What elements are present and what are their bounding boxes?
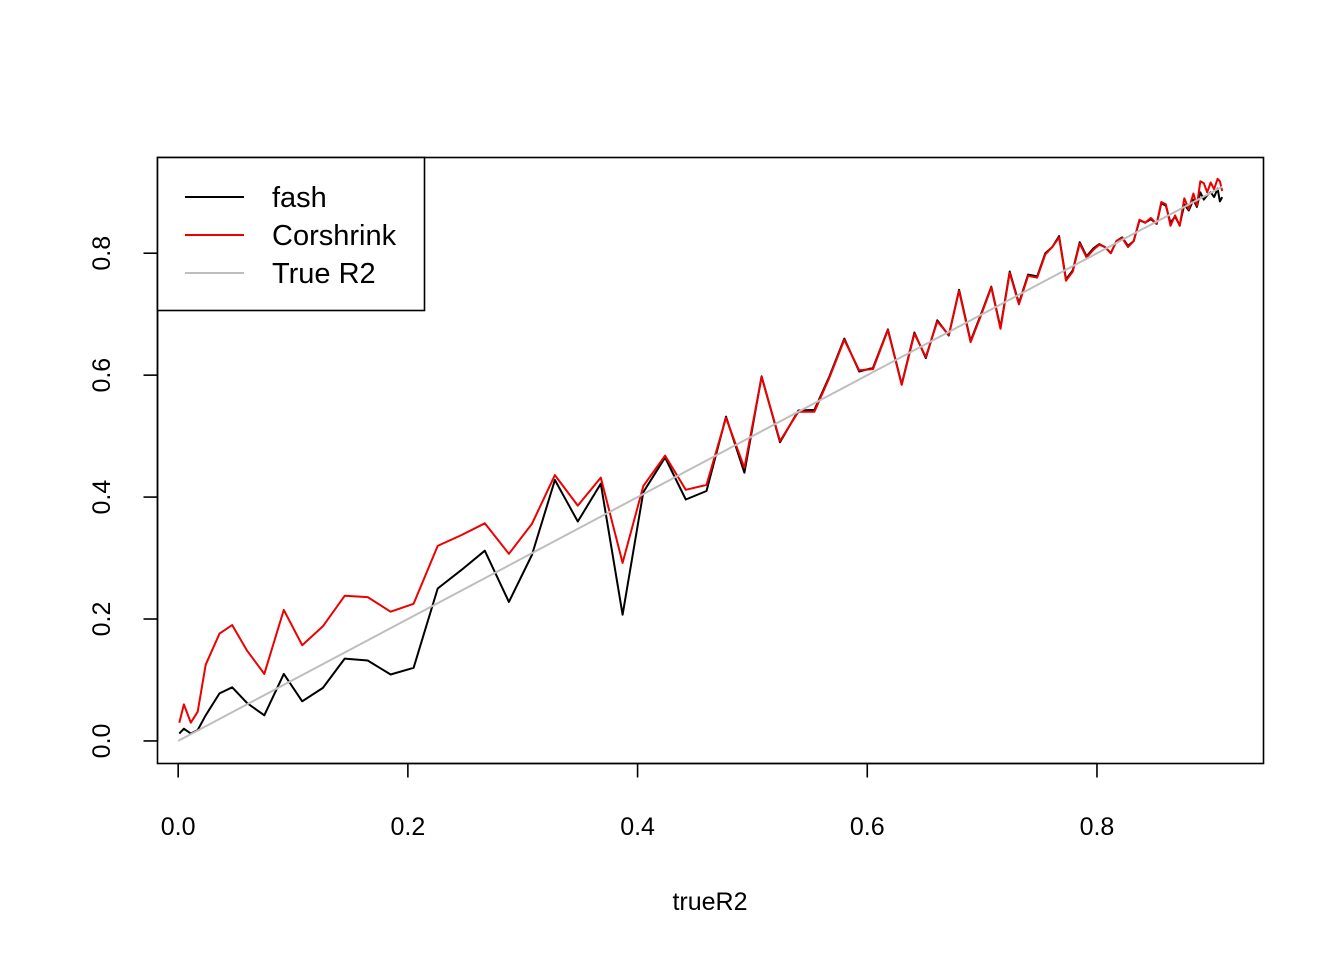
- x-tick-label: 0.2: [390, 813, 425, 841]
- legend-label: True R2: [272, 258, 376, 290]
- y-tick-label: 0.6: [88, 358, 116, 393]
- x-tick-label: 0.6: [850, 813, 885, 841]
- y-tick-label: 0.4: [88, 480, 116, 515]
- series-line-corshrink: [178, 177, 1224, 724]
- x-tick-label: 0.4: [620, 813, 655, 841]
- x-tick-label: 0.0: [161, 813, 196, 841]
- legend-label: Corshrink: [272, 220, 397, 252]
- legend-label: fash: [272, 182, 327, 214]
- x-axis: 0.0 0.2 0.4 0.6 0.8: [161, 762, 1115, 841]
- x-axis-label: trueR2: [672, 888, 747, 916]
- y-tick-label: 0.8: [88, 236, 116, 271]
- y-tick-label: 0.0: [88, 724, 116, 759]
- y-axis: 0.0 0.2 0.4 0.6 0.8: [88, 236, 159, 759]
- legend: fash Corshrink True R2: [156, 156, 426, 312]
- x-tick-label: 0.8: [1080, 813, 1115, 841]
- series-layer: [177, 177, 1224, 742]
- series-line-true-r2: [177, 185, 1223, 742]
- y-tick-label: 0.2: [88, 602, 116, 637]
